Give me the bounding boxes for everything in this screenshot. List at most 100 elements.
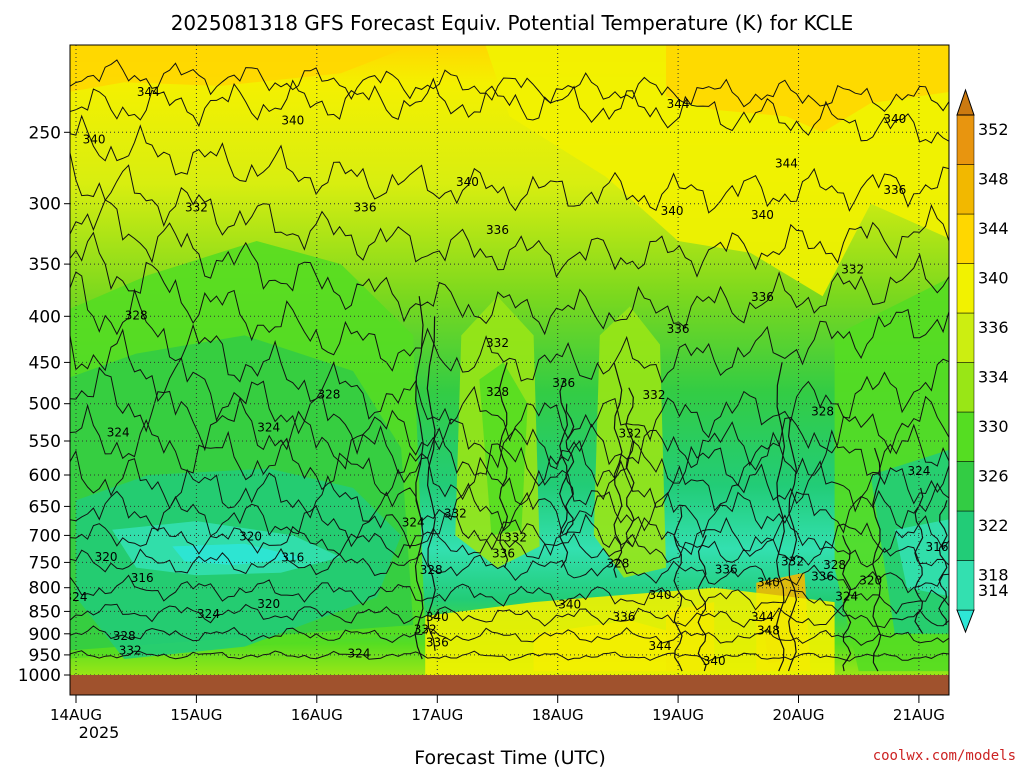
contour-label: 332 xyxy=(781,554,804,568)
contour-line xyxy=(70,625,949,647)
contour-label: 340 xyxy=(703,654,726,668)
contour-label: 328 xyxy=(420,563,443,577)
region-330-mid-center xyxy=(479,362,528,536)
colorbar-swatch xyxy=(956,411,975,462)
contour-label: 340 xyxy=(426,610,449,624)
x-axis-label: Forecast Time (UTC) xyxy=(414,747,605,768)
colorbar-label: 314 xyxy=(978,581,1009,600)
contour-label: 340 xyxy=(83,133,106,147)
contour-label: 320 xyxy=(257,597,280,611)
contour-label: 332 xyxy=(618,426,641,440)
contour-label: 324 xyxy=(107,426,130,440)
contour-label: 348 xyxy=(757,623,780,637)
contour-line xyxy=(613,362,623,578)
contour-line xyxy=(70,152,949,278)
colorbar-label: 344 xyxy=(978,219,1009,238)
contour-lines xyxy=(70,59,949,672)
contour-label: 324 xyxy=(65,590,88,604)
contour-label: 340 xyxy=(883,112,906,126)
contour-line xyxy=(70,59,949,113)
contour-label: 328 xyxy=(486,385,509,399)
y-tick-label: 950 xyxy=(29,646,61,666)
contour-line xyxy=(559,379,569,568)
contour-label: 336 xyxy=(667,322,690,336)
colorbar-swatch xyxy=(956,560,975,611)
source-credit[interactable]: coolwx.com/models xyxy=(873,748,1016,764)
contour-label: 316 xyxy=(281,551,304,565)
contour-label: 332 xyxy=(841,263,864,277)
y-tick-label: 750 xyxy=(29,553,61,573)
contour-label: 332 xyxy=(504,531,527,545)
contour-line xyxy=(70,403,949,513)
x-axis: 14AUG 15AUG 16AUG 17AUG 18AUG 19AUG 20AUG 21AUG xyxy=(50,695,945,724)
y-tick-label: 850 xyxy=(29,602,61,622)
contour-label: 328 xyxy=(317,387,340,401)
contour-line xyxy=(70,603,949,629)
contour-label: 340 xyxy=(661,204,684,218)
contour-line xyxy=(70,77,949,144)
contour-line xyxy=(70,548,949,594)
contour-line xyxy=(498,362,509,568)
contour-label: 316 xyxy=(926,540,949,554)
chart-title: 2025081318 GFS Forecast Equiv. Potential… xyxy=(171,11,854,35)
y-tick-label: 500 xyxy=(29,395,61,415)
contour-label: 336 xyxy=(492,546,515,560)
contour-label: 336 xyxy=(486,223,509,237)
contour-label: 340 xyxy=(649,588,672,602)
contour-label: 332 xyxy=(444,506,467,520)
contour-line xyxy=(70,114,949,214)
contour-label: 328 xyxy=(811,405,834,419)
colorbar-extend-top xyxy=(956,88,975,116)
y-tick-label: 1000 xyxy=(18,666,61,686)
colorbar-swatch xyxy=(956,213,975,264)
plot-frame xyxy=(69,44,950,696)
contour-label: 344 xyxy=(751,610,774,624)
colorbar-swatch xyxy=(956,263,975,314)
colorbar-swatch xyxy=(956,164,975,215)
contour-label: 340 xyxy=(751,208,774,222)
contour-label: 340 xyxy=(757,576,780,590)
contour-label: 344 xyxy=(667,97,690,111)
colorbar-label: 352 xyxy=(978,120,1009,139)
y-axis: 250 300 350 400 450 500 550 600 650 700 750 800 850 9… xyxy=(18,123,70,686)
colorbar-swatch xyxy=(956,461,975,512)
contour-line xyxy=(872,447,882,672)
y-tick-label: 600 xyxy=(29,466,61,486)
colorbar-label: 334 xyxy=(978,368,1009,387)
contour-line xyxy=(787,418,798,672)
contour-line xyxy=(842,535,852,672)
y-tick-label: 800 xyxy=(29,579,61,599)
contour-label: 332 xyxy=(119,644,142,658)
contour-label: 324 xyxy=(907,464,930,478)
contour-label: 336 xyxy=(552,376,575,390)
colorbar-label: 318 xyxy=(978,566,1009,585)
contour-label: 324 xyxy=(197,607,220,621)
contour-line xyxy=(414,296,424,660)
colorbar-swatch xyxy=(956,510,975,561)
region-344-warm-cap-left xyxy=(70,45,414,92)
y-tick-label: 900 xyxy=(29,625,61,645)
x-tick-label: 18AUG xyxy=(532,706,584,724)
contour-line xyxy=(70,366,949,488)
contour-label: 336 xyxy=(426,636,449,650)
contour-label: 336 xyxy=(883,183,906,197)
grid-lines xyxy=(70,45,949,675)
contour-line xyxy=(697,535,707,672)
contour-label: 340 xyxy=(558,598,581,612)
contour-label: 344 xyxy=(649,639,672,653)
y-tick-label: 400 xyxy=(29,307,61,327)
colorbar-swatch xyxy=(956,312,975,363)
contour-label: 336 xyxy=(751,290,774,304)
contour-label: 320 xyxy=(95,550,118,564)
contour-line xyxy=(70,574,949,615)
contour-line xyxy=(70,328,949,470)
contour-label: 320 xyxy=(859,574,882,588)
y-tick-label: 350 xyxy=(29,255,61,275)
contour-label: 340 xyxy=(281,114,304,128)
x-tick-label: 15AUG xyxy=(170,706,222,724)
contour-label: 320 xyxy=(239,529,262,543)
y-tick-label: 700 xyxy=(29,526,61,546)
contour-line xyxy=(70,199,949,336)
